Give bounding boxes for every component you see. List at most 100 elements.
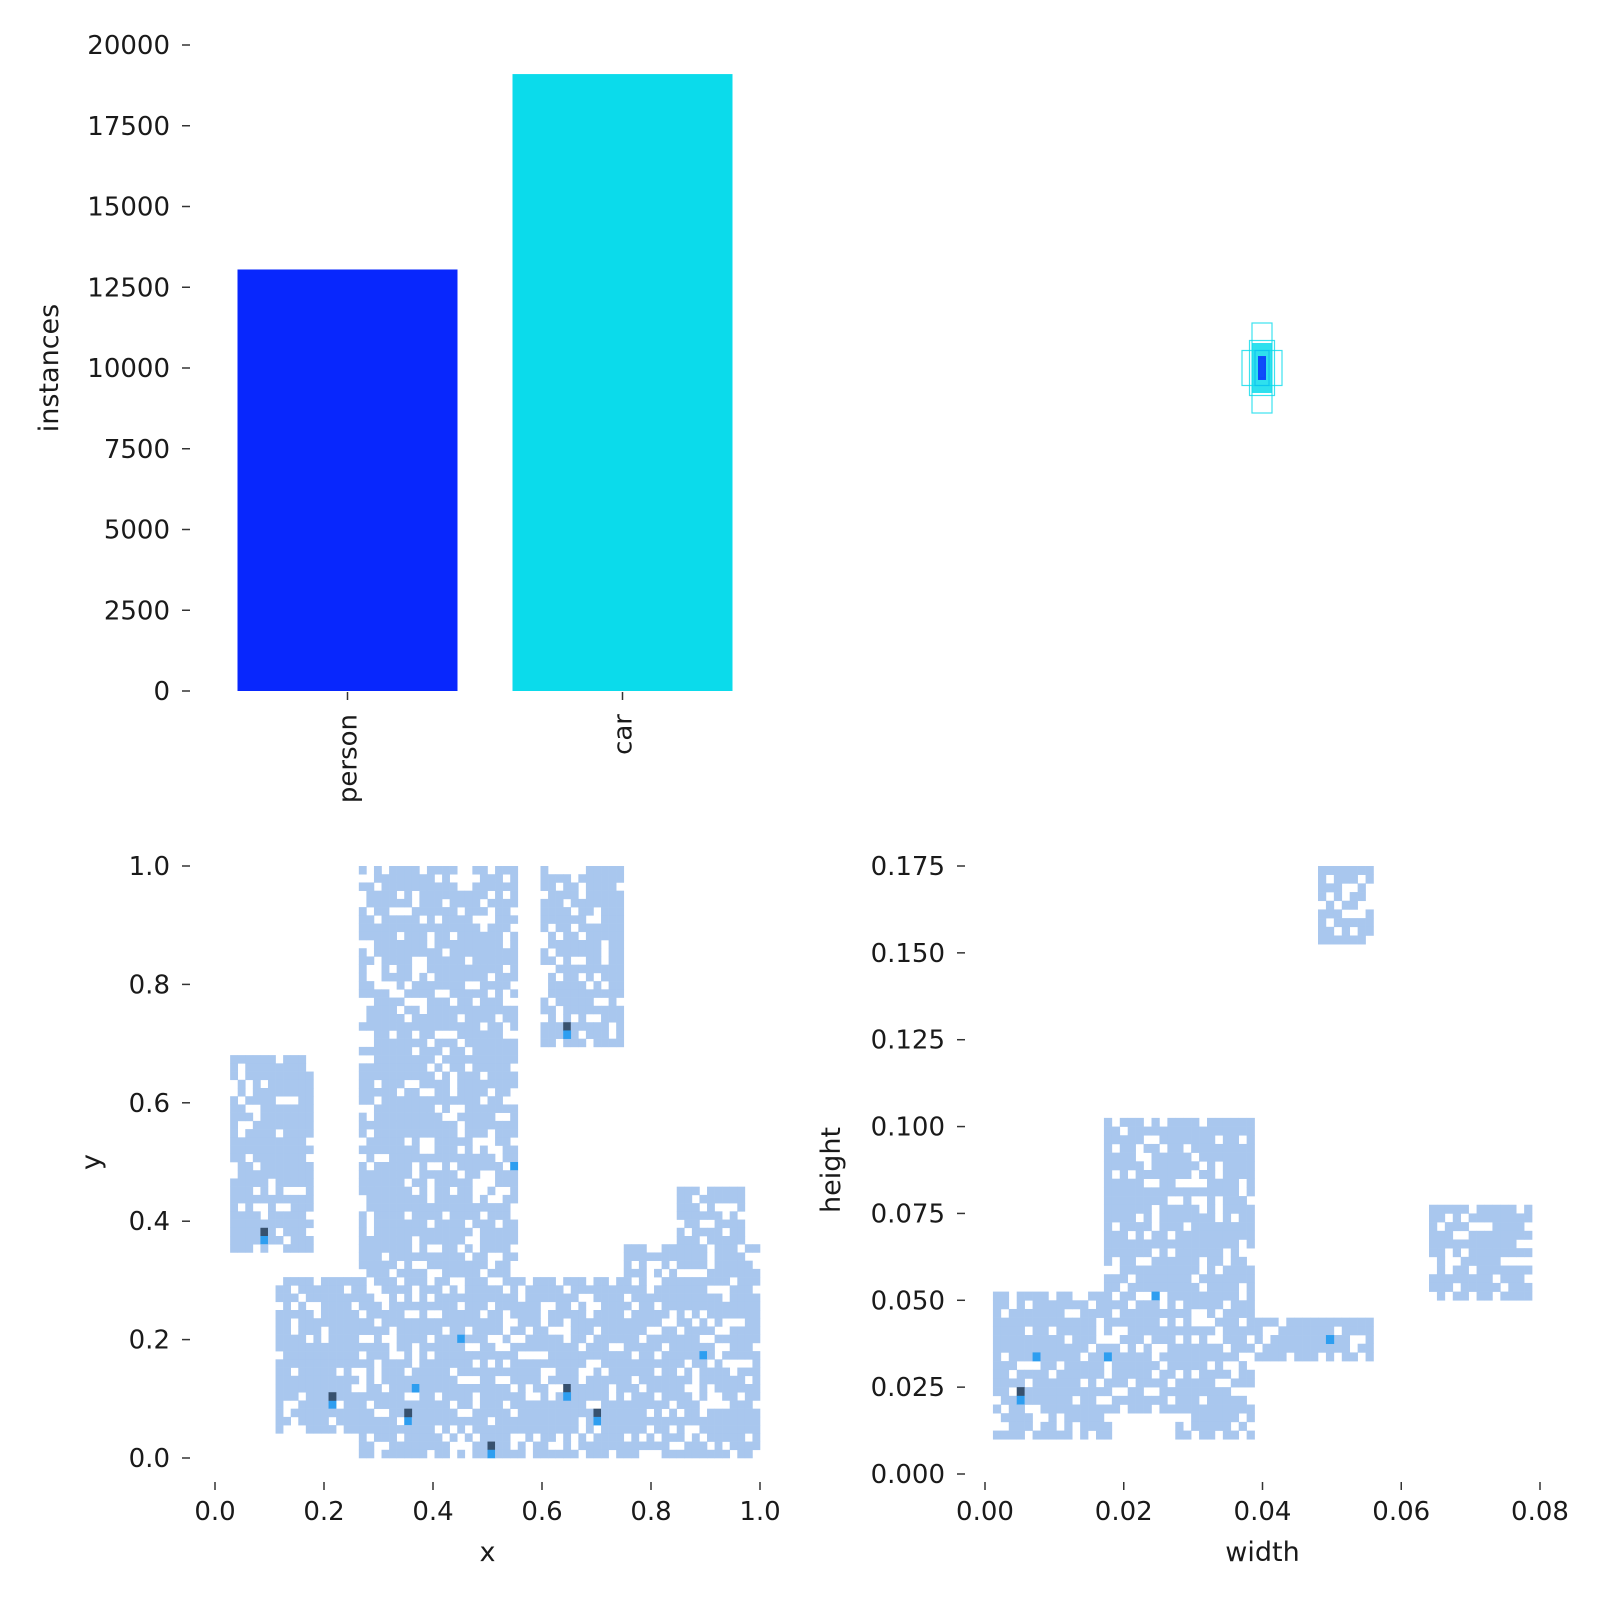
heatmap-cell	[464, 1112, 473, 1122]
heatmap-cell	[1040, 1387, 1049, 1397]
heatmap-cell	[434, 1145, 443, 1155]
heatmap-cell	[464, 1145, 473, 1155]
heatmap-cell	[245, 1145, 254, 1155]
heatmap-cell	[517, 1342, 526, 1352]
heatmap-cell	[563, 1392, 572, 1401]
heatmap-cell	[608, 1334, 617, 1344]
heatmap-cell	[1103, 1378, 1113, 1388]
heatmap-cell	[381, 997, 390, 1007]
heatmap-cell	[457, 1005, 466, 1015]
heatmap-cell	[714, 1186, 723, 1196]
heatmap-cell	[396, 1342, 405, 1352]
heatmap-cell	[298, 1277, 307, 1286]
heatmap-cell	[1508, 1265, 1517, 1275]
heatmap-cell	[510, 1104, 519, 1113]
heatmap-cell	[517, 1425, 526, 1434]
heatmap-cell	[555, 1359, 564, 1368]
heatmap-cell	[449, 890, 458, 900]
heatmap-cell	[275, 1375, 284, 1385]
heatmap-cell	[479, 1318, 488, 1327]
heatmap-cell	[328, 1384, 337, 1393]
heatmap-cell	[563, 948, 572, 957]
heatmap-cell	[1135, 1248, 1144, 1258]
heatmap-cell	[426, 898, 435, 908]
heatmap-cell	[1207, 1430, 1216, 1440]
heatmap-cell	[1214, 1256, 1224, 1266]
heatmap-cell	[1143, 1239, 1152, 1249]
heatmap-cell	[1175, 1143, 1184, 1153]
heatmap-cell	[1230, 1404, 1240, 1414]
heatmap-cell	[1484, 1291, 1493, 1301]
heatmap-cell	[578, 898, 587, 908]
heatmap-cell	[1230, 1161, 1240, 1171]
heatmap-cell	[1214, 1248, 1224, 1258]
heatmap-cell	[252, 1055, 261, 1064]
heatmap-cell	[540, 1449, 549, 1459]
heatmap-cell	[495, 1359, 503, 1368]
heatmap-cell	[691, 1334, 700, 1344]
heatmap-cell	[737, 1326, 746, 1335]
heatmap-cell	[419, 882, 428, 891]
heatmap-cell	[298, 1079, 307, 1089]
heatmap-cell	[1119, 1291, 1129, 1301]
heatmap-cell	[548, 1285, 556, 1294]
heatmap-cell	[752, 1301, 761, 1311]
heatmap-cell	[654, 1268, 662, 1278]
heatmap-cell	[1103, 1187, 1113, 1197]
heatmap-cell	[737, 1375, 746, 1385]
heatmap-cell	[669, 1301, 678, 1311]
heatmap-cell	[714, 1252, 723, 1261]
heatmap-cell	[1246, 1213, 1255, 1223]
heatmap-cell	[275, 1359, 284, 1368]
heatmap-cell	[631, 1416, 640, 1426]
heatmap-cell	[472, 1310, 481, 1319]
heatmap-cell	[1119, 1308, 1129, 1318]
heatmap-cell	[457, 1194, 466, 1204]
heatmap-cell	[517, 1277, 526, 1286]
y-tick-label: 0.025	[871, 1373, 945, 1403]
heatmap-cell	[237, 1153, 246, 1163]
heatmap-cell	[267, 1088, 276, 1097]
heatmap-cell	[260, 1055, 269, 1064]
heatmap-cell	[1246, 1317, 1255, 1327]
heatmap-cell	[1056, 1430, 1065, 1440]
heatmap-cell	[373, 1112, 382, 1122]
heatmap-cell	[1080, 1308, 1089, 1318]
heatmap-cell	[366, 1301, 375, 1311]
heatmap-cell	[419, 1367, 428, 1377]
heatmap-cell	[472, 1022, 481, 1031]
heatmap-cell	[351, 1326, 360, 1335]
heatmap-cell	[404, 923, 413, 933]
heatmap-cell	[517, 1408, 526, 1418]
heatmap-cell	[320, 1318, 329, 1327]
heatmap-cell	[275, 1153, 284, 1163]
heatmap-cell	[1191, 1291, 1200, 1301]
heatmap-cell	[737, 1277, 746, 1286]
heatmap-cell	[510, 1359, 519, 1368]
heatmap-cell	[449, 907, 458, 916]
heatmap-cell	[434, 1046, 443, 1056]
heatmap-cell	[532, 1408, 541, 1418]
heatmap-cell	[502, 882, 511, 891]
heatmap-cell	[563, 915, 572, 924]
heatmap-cell	[313, 1318, 322, 1327]
heatmap-cell	[260, 1120, 269, 1130]
heatmap-cell	[366, 1351, 375, 1360]
heatmap-cell	[381, 1014, 390, 1023]
heatmap-cell	[1222, 1282, 1232, 1292]
heatmap-cell	[419, 1359, 428, 1368]
heatmap-cell	[540, 1005, 549, 1015]
heatmap-cell	[1080, 1421, 1089, 1431]
heatmap-cell	[305, 1112, 314, 1122]
heatmap-cell	[593, 1038, 602, 1048]
heatmap-cell	[1048, 1317, 1057, 1327]
heatmap-cell	[305, 1351, 314, 1360]
heatmap-cell	[585, 964, 594, 974]
heatmap-cell	[570, 1334, 579, 1344]
heatmap-cell	[434, 1351, 443, 1360]
heatmap-cell	[548, 1318, 556, 1327]
heatmap-cell	[472, 882, 481, 891]
heatmap-cell	[638, 1293, 647, 1303]
heatmap-cell	[744, 1260, 753, 1270]
heatmap-cell	[479, 956, 488, 965]
